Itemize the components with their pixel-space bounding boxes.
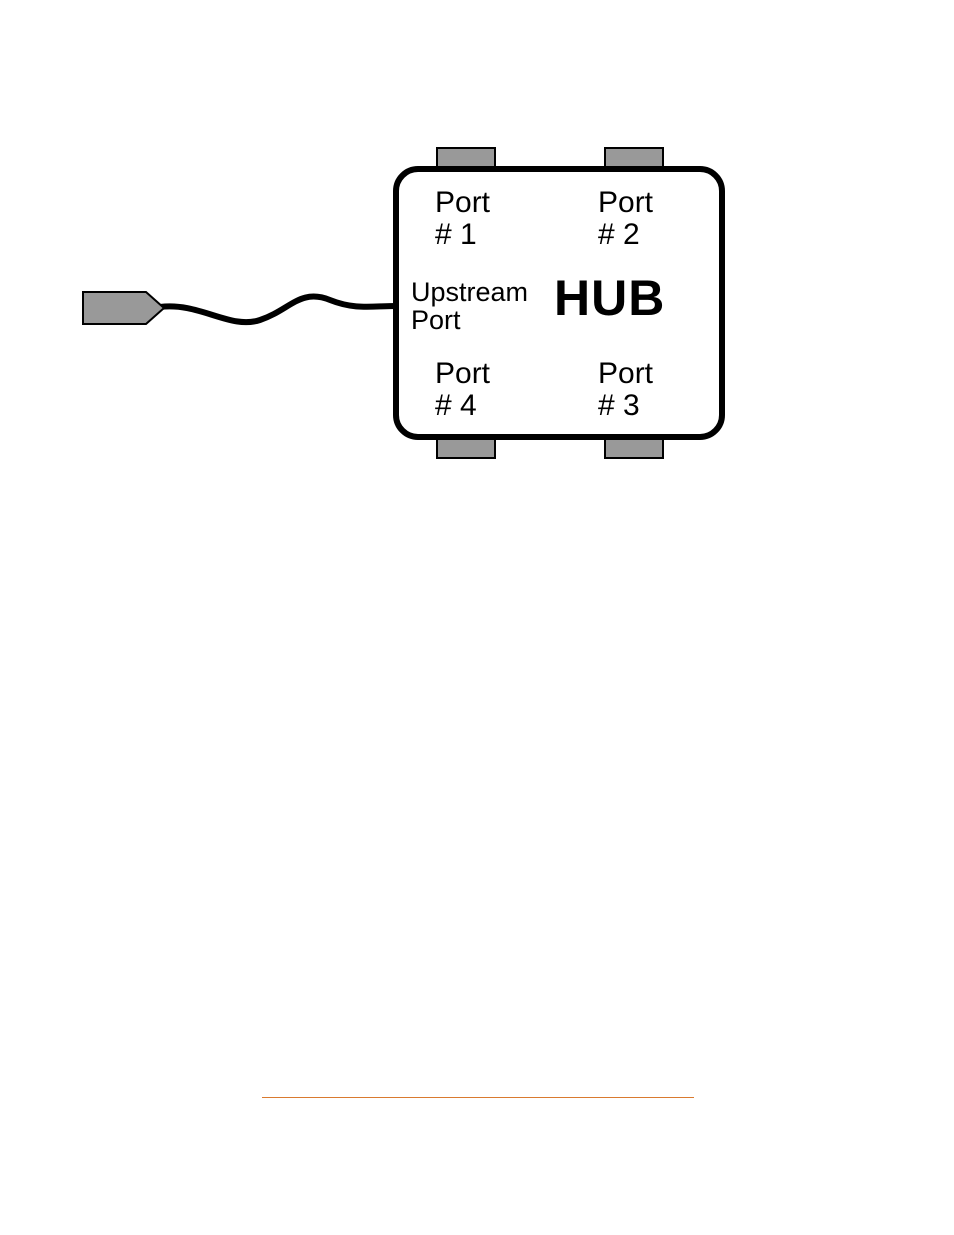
hub-title-label: HUB: [554, 272, 665, 325]
port-1-label: Port # 1: [435, 187, 490, 250]
upstream-cable: [160, 297, 396, 323]
port-2-label: Port # 2: [598, 187, 653, 250]
port-3-label: Port # 3: [598, 358, 653, 421]
diagram-canvas: Port # 1 Port # 2 Port # 3 Port # 4 Upst…: [0, 0, 954, 1235]
divider-rule: [262, 1097, 694, 1098]
port-4-label: Port # 4: [435, 358, 490, 421]
cable-plug: [83, 292, 164, 324]
upstream-port-label: Upstream Port: [411, 278, 528, 335]
